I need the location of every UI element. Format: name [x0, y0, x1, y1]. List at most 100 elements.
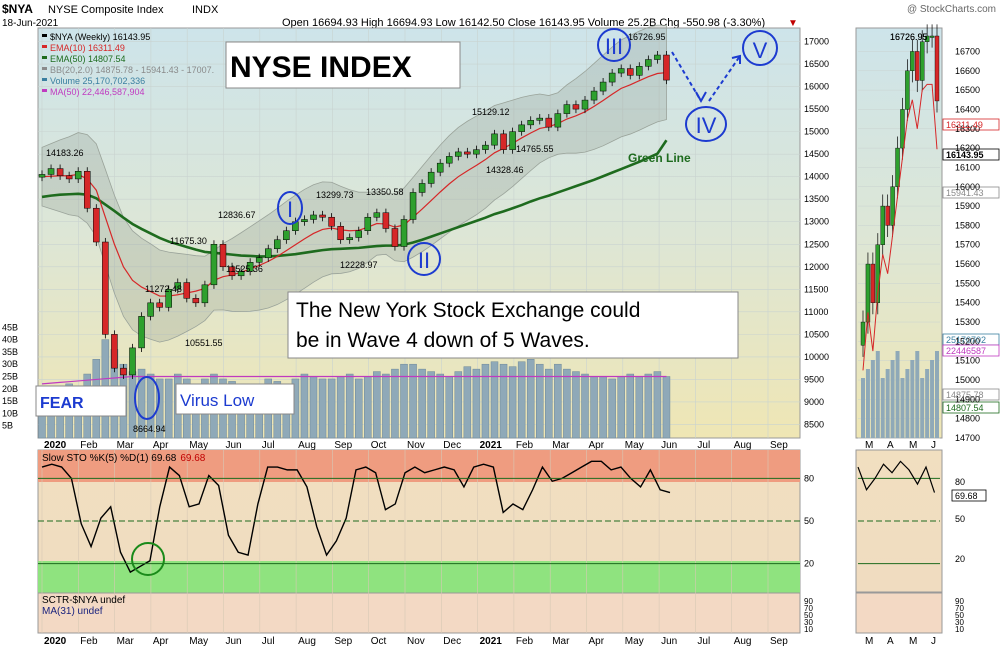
y-tick-label: 9500	[804, 374, 824, 384]
price-label: 13299.73	[316, 190, 354, 200]
quote-date: 18-Jun-2021	[2, 18, 59, 29]
candle-down	[382, 212, 390, 229]
y-tick-label: 13500	[804, 194, 829, 204]
y-tick-label: 10000	[804, 352, 829, 362]
comment-line-1: The New York Stock Exchange could	[296, 299, 640, 322]
candle-down	[102, 241, 109, 335]
volume-tick: 25B	[2, 372, 18, 382]
side-x-label-bottom: A	[887, 636, 894, 647]
candle-up	[527, 120, 534, 126]
side-candle-up	[865, 263, 871, 323]
y-tick-label: 11500	[804, 284, 828, 294]
side-volume-bar	[935, 351, 939, 438]
candle-up	[373, 212, 381, 218]
candle-up	[301, 219, 308, 222]
chart-labels: 17000 16500 16000 15500 15000 14500 14000 13500…	[2, 32, 986, 647]
candle-down	[120, 367, 127, 376]
x-tick-label-bottom: Jul	[262, 636, 275, 647]
wave-path-down	[671, 51, 702, 102]
y-tick-label: 9000	[804, 397, 824, 407]
candle-down	[500, 133, 507, 150]
side-x-label: M	[909, 440, 917, 451]
candle-up	[518, 124, 525, 132]
volume-bar	[155, 378, 164, 439]
candle-up	[409, 192, 417, 220]
volume-bar	[662, 376, 671, 439]
x-tick-label-bottom: 2020	[44, 636, 67, 647]
sctr-tick: 50	[804, 611, 813, 620]
candle-down	[572, 104, 580, 110]
ema10-line	[41, 71, 667, 297]
legend-swatch	[42, 56, 47, 59]
side-stoch-tag	[951, 489, 987, 502]
side-volume-bar	[920, 378, 925, 438]
candle-down	[337, 225, 344, 241]
price-label: 14765.55	[516, 144, 554, 154]
side-y-tick: 15900	[955, 201, 980, 211]
legend-text: $NYA (Weekly) 16143.95	[50, 32, 150, 42]
x-tick-label-bottom: Feb	[516, 636, 534, 647]
side-y-tick: 15400	[955, 298, 980, 308]
volume-bar	[418, 368, 426, 439]
side-candle-up	[924, 35, 930, 42]
side-y-tick: 14700	[955, 433, 980, 443]
x-tick-label: Aug	[298, 440, 316, 451]
side-x-label: J	[931, 440, 936, 451]
candle-up	[355, 230, 362, 238]
side-y-tick: 16400	[955, 104, 980, 114]
side-volume-bar	[875, 351, 880, 438]
volume-bar	[617, 376, 625, 439]
side-value-tag-text: 16143.95	[946, 150, 984, 160]
side-value-tag-text: 16311.49	[946, 120, 983, 130]
candle-up	[174, 282, 181, 290]
y-tick-label: 14000	[804, 172, 829, 182]
candle-up	[74, 171, 82, 180]
wave-path-up	[708, 55, 741, 102]
stoch-low-circle	[131, 542, 165, 576]
side-value-tag-text: 15941.43	[946, 188, 984, 198]
candle-down	[663, 54, 670, 81]
exchange: INDX	[192, 4, 219, 16]
legend-swatch	[42, 34, 47, 37]
volume-bar	[400, 363, 408, 439]
legend-text: MA(50) 22,446,587,904	[50, 87, 145, 97]
virus-low-label: Virus Low	[180, 391, 255, 410]
comment-box	[287, 291, 739, 359]
legend-swatch	[42, 78, 47, 81]
side-y-tick: 16100	[955, 162, 980, 172]
index-name: NYSE Composite Index	[48, 4, 164, 16]
volume-bar	[146, 373, 155, 439]
arrow-down-icon	[695, 91, 707, 104]
volume-bar	[355, 378, 363, 439]
volume-tick: 15B	[2, 396, 18, 406]
volume-bar	[554, 363, 562, 439]
volume-bar	[526, 359, 535, 439]
side-y-tick: 16000	[955, 182, 980, 192]
candle-up	[636, 66, 643, 76]
x-tick-label-bottom: Jun	[226, 636, 242, 647]
green-line-label: Green Line	[628, 151, 691, 165]
candle-down	[111, 334, 118, 369]
title-box-text: NYSE INDEX	[230, 51, 412, 84]
volume-bar	[336, 376, 345, 439]
side-candle-up	[895, 147, 900, 187]
side-candle-up	[890, 186, 895, 226]
wave-3-label: III	[605, 34, 623, 59]
candle-up	[210, 244, 218, 286]
side-y-tick: 16600	[955, 66, 980, 76]
candle-down	[464, 151, 471, 155]
volume-bar	[499, 363, 508, 439]
side-y-tick: 16300	[955, 124, 980, 134]
side-x-label-bottom: J	[931, 636, 936, 647]
y-tick-label: 16000	[804, 82, 829, 92]
side-value-tag	[942, 118, 1000, 131]
candle-up	[436, 162, 444, 173]
side-volume-bar	[861, 378, 865, 438]
sctr-legend: SCTR-$NYA undef	[42, 595, 125, 606]
side-chart-marks	[857, 24, 1000, 565]
x-tick-label: 2021	[480, 440, 503, 451]
volume-bar	[653, 371, 662, 439]
y-tick-label: 14500	[804, 149, 829, 159]
